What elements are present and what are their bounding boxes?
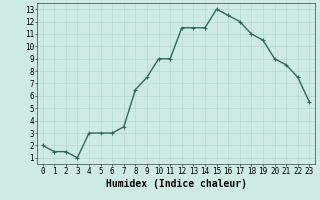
X-axis label: Humidex (Indice chaleur): Humidex (Indice chaleur) <box>106 179 246 189</box>
